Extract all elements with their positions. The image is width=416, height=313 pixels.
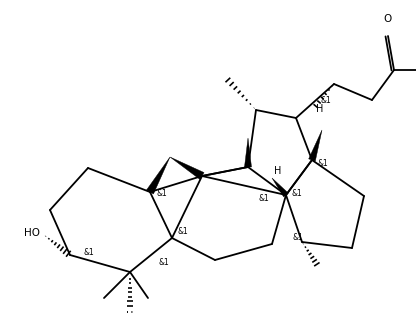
Text: &1: &1 bbox=[321, 96, 332, 105]
Text: &1: &1 bbox=[292, 189, 302, 198]
Text: &1: &1 bbox=[177, 227, 188, 236]
Text: &1: &1 bbox=[84, 248, 94, 257]
Text: H: H bbox=[126, 311, 134, 313]
Text: H: H bbox=[274, 166, 281, 176]
Text: H: H bbox=[316, 104, 323, 114]
Text: &1: &1 bbox=[156, 189, 167, 198]
Text: O: O bbox=[384, 14, 392, 24]
Text: &1: &1 bbox=[258, 194, 269, 203]
Text: &1: &1 bbox=[158, 258, 169, 267]
Polygon shape bbox=[245, 138, 252, 167]
Text: &1: &1 bbox=[317, 159, 328, 168]
Polygon shape bbox=[309, 130, 322, 161]
Text: HO: HO bbox=[24, 228, 40, 238]
Polygon shape bbox=[146, 157, 170, 194]
Polygon shape bbox=[170, 157, 204, 179]
Polygon shape bbox=[272, 178, 288, 197]
Text: &1: &1 bbox=[292, 233, 303, 242]
